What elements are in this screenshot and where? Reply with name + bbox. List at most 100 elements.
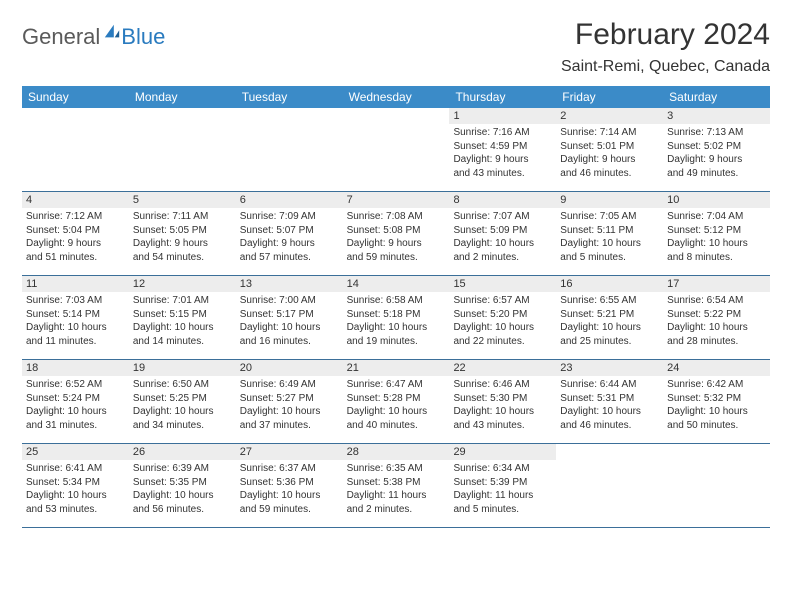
day-details: Sunrise: 7:16 AMSunset: 4:59 PMDaylight:…	[449, 124, 556, 184]
day-details: Sunrise: 7:01 AMSunset: 5:15 PMDaylight:…	[129, 292, 236, 352]
day-detail-line: and 28 minutes.	[667, 335, 766, 349]
day-detail-line: Sunset: 5:18 PM	[347, 308, 446, 322]
day-cell: 14Sunrise: 6:58 AMSunset: 5:18 PMDayligh…	[343, 276, 450, 359]
day-number: 9	[556, 192, 663, 208]
day-detail-line: Sunset: 5:01 PM	[560, 140, 659, 154]
day-number: 28	[343, 444, 450, 460]
day-detail-line: and 46 minutes.	[560, 419, 659, 433]
day-detail-line: and 11 minutes.	[26, 335, 125, 349]
day-detail-line: and 49 minutes.	[667, 167, 766, 181]
day-details: Sunrise: 6:42 AMSunset: 5:32 PMDaylight:…	[663, 376, 770, 436]
day-detail-line: Daylight: 10 hours	[453, 321, 552, 335]
week-row: 11 Sunrise: 7:03 AMSunset: 5:14 PM Dayligh…	[22, 276, 770, 360]
day-cell: 9Sunrise: 7:05 AMSunset: 5:11 PMDaylight…	[556, 192, 663, 275]
day-details: Sunrise: 6:34 AMSunset: 5:39 PMDaylight:…	[449, 460, 556, 520]
day-detail-line: Sunset: 5:17 PM	[240, 308, 339, 322]
day-number: 24	[663, 360, 770, 376]
day-detail-line: Sunrise: 6:57 AM	[453, 294, 552, 308]
day-detail-line: and 59 minutes.	[347, 251, 446, 265]
day-detail-line: Sunrise: 6:50 AM	[133, 378, 232, 392]
day-detail-line: Sunset: 5:09 PM	[453, 224, 552, 238]
day-cell: 16Sunrise: 6:55 AMSunset: 5:21 PMDayligh…	[556, 276, 663, 359]
day-detail-line: Sunset: 5:14 PM	[26, 308, 125, 322]
day-cell	[343, 108, 450, 191]
day-detail-line: Daylight: 10 hours	[560, 405, 659, 419]
day-number: 23	[556, 360, 663, 376]
day-cell	[22, 108, 129, 191]
day-detail-line: Sunrise: 7:03 AM	[26, 294, 125, 308]
day-details: Sunrise: 7:00 AMSunset: 5:17 PMDaylight:…	[236, 292, 343, 352]
day-number: 3	[663, 108, 770, 124]
day-detail-line: Sunrise: 7:04 AM	[667, 210, 766, 224]
day-cell: 10Sunrise: 7:04 AMSunset: 5:12 PMDayligh…	[663, 192, 770, 275]
week-row: 1Sunrise: 7:16 AMSunset: 4:59 PMDaylight…	[22, 108, 770, 192]
dow-saturday: Saturday	[663, 86, 770, 108]
day-detail-line: and 46 minutes.	[560, 167, 659, 181]
day-detail-line: and 5 minutes.	[560, 251, 659, 265]
day-number: 29	[449, 444, 556, 460]
day-detail-line: Sunset: 5:36 PM	[240, 476, 339, 490]
day-number: 13	[236, 276, 343, 292]
day-number: 16	[556, 276, 663, 292]
day-detail-line: Sunrise: 7:14 AM	[560, 126, 659, 140]
day-number: 26	[129, 444, 236, 460]
day-detail-line: Sunset: 5:22 PM	[667, 308, 766, 322]
day-details: Sunrise: 7:12 AMSunset: 5:04 PMDaylight:…	[22, 208, 129, 268]
day-number: 18	[22, 360, 129, 376]
calendar-grid: Sunday Monday Tuesday Wednesday Thursday…	[22, 86, 770, 528]
day-detail-line: Sunrise: 7:00 AM	[240, 294, 339, 308]
day-number: 6	[236, 192, 343, 208]
day-detail-line: Sunrise: 7:11 AM	[133, 210, 232, 224]
day-detail-line: and 19 minutes.	[347, 335, 446, 349]
dow-thursday: Thursday	[449, 86, 556, 108]
day-detail-line: and 54 minutes.	[133, 251, 232, 265]
day-detail-line: and 22 minutes.	[453, 335, 552, 349]
day-detail-line: and 31 minutes.	[26, 419, 125, 433]
week-row: 25Sunrise: 6:41 AMSunset: 5:34 PMDayligh…	[22, 444, 770, 528]
day-detail-line: Sunset: 5:31 PM	[560, 392, 659, 406]
day-number: 1	[449, 108, 556, 124]
day-number: 14	[343, 276, 450, 292]
day-detail-line: Sunset: 4:59 PM	[453, 140, 552, 154]
title-block: February 2024 Saint-Remi, Quebec, Canada	[561, 18, 770, 76]
day-cell: 27Sunrise: 6:37 AMSunset: 5:36 PMDayligh…	[236, 444, 343, 527]
day-details: Sunrise: 7:08 AMSunset: 5:08 PMDaylight:…	[343, 208, 450, 268]
week-row: 4Sunrise: 7:12 AMSunset: 5:04 PMDaylight…	[22, 192, 770, 276]
day-detail-line: and 5 minutes.	[453, 503, 552, 517]
day-of-week-header: Sunday Monday Tuesday Wednesday Thursday…	[22, 86, 770, 108]
day-detail-line: Sunrise: 7:12 AM	[26, 210, 125, 224]
day-detail-line: Daylight: 9 hours	[347, 237, 446, 251]
day-cell: 18Sunrise: 6:52 AMSunset: 5:24 PMDayligh…	[22, 360, 129, 443]
day-cell: 7Sunrise: 7:08 AMSunset: 5:08 PMDaylight…	[343, 192, 450, 275]
month-title: February 2024	[561, 18, 770, 52]
day-number: 21	[343, 360, 450, 376]
day-detail-line: and 59 minutes.	[240, 503, 339, 517]
day-cell: 3Sunrise: 7:13 AMSunset: 5:02 PMDaylight…	[663, 108, 770, 191]
day-detail-line: Sunset: 5:39 PM	[453, 476, 552, 490]
day-detail-line: Sunset: 5:28 PM	[347, 392, 446, 406]
day-cell: 21Sunrise: 6:47 AMSunset: 5:28 PMDayligh…	[343, 360, 450, 443]
day-detail-line: Sunrise: 6:42 AM	[667, 378, 766, 392]
day-cell: 12Sunrise: 7:01 AMSunset: 5:15 PMDayligh…	[129, 276, 236, 359]
day-detail-line: Daylight: 10 hours	[240, 489, 339, 503]
day-details: Sunrise: 6:37 AMSunset: 5:36 PMDaylight:…	[236, 460, 343, 520]
day-detail-line: Daylight: 10 hours	[667, 405, 766, 419]
day-cell	[236, 108, 343, 191]
day-details: Sunrise: 6:35 AMSunset: 5:38 PMDaylight:…	[343, 460, 450, 520]
day-detail-line: Sunrise: 6:34 AM	[453, 462, 552, 476]
day-details: Sunrise: 6:58 AMSunset: 5:18 PMDaylight:…	[343, 292, 450, 352]
day-cell: 17Sunrise: 6:54 AMSunset: 5:22 PMDayligh…	[663, 276, 770, 359]
day-detail-line: Sunrise: 7:07 AM	[453, 210, 552, 224]
brand-sail-icon	[103, 23, 121, 41]
day-cell: 5Sunrise: 7:11 AMSunset: 5:05 PMDaylight…	[129, 192, 236, 275]
day-detail-line: and 53 minutes.	[26, 503, 125, 517]
day-number: 4	[22, 192, 129, 208]
location-subtitle: Saint-Remi, Quebec, Canada	[561, 58, 770, 76]
day-cell	[556, 444, 663, 527]
day-detail-line: Sunrise: 6:41 AM	[26, 462, 125, 476]
day-detail-line: Sunset: 5:15 PM	[133, 308, 232, 322]
day-cell	[129, 108, 236, 191]
day-number: 11	[22, 276, 129, 292]
day-detail-line: Daylight: 10 hours	[26, 489, 125, 503]
day-detail-line: Daylight: 10 hours	[347, 405, 446, 419]
